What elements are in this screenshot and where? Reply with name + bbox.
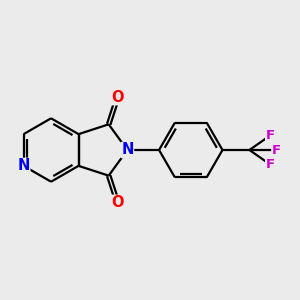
Text: F: F — [266, 129, 275, 142]
Text: O: O — [111, 195, 124, 210]
Text: O: O — [111, 90, 124, 105]
Text: F: F — [272, 143, 281, 157]
Text: N: N — [17, 158, 30, 173]
Text: N: N — [121, 142, 134, 158]
Text: F: F — [266, 158, 275, 171]
